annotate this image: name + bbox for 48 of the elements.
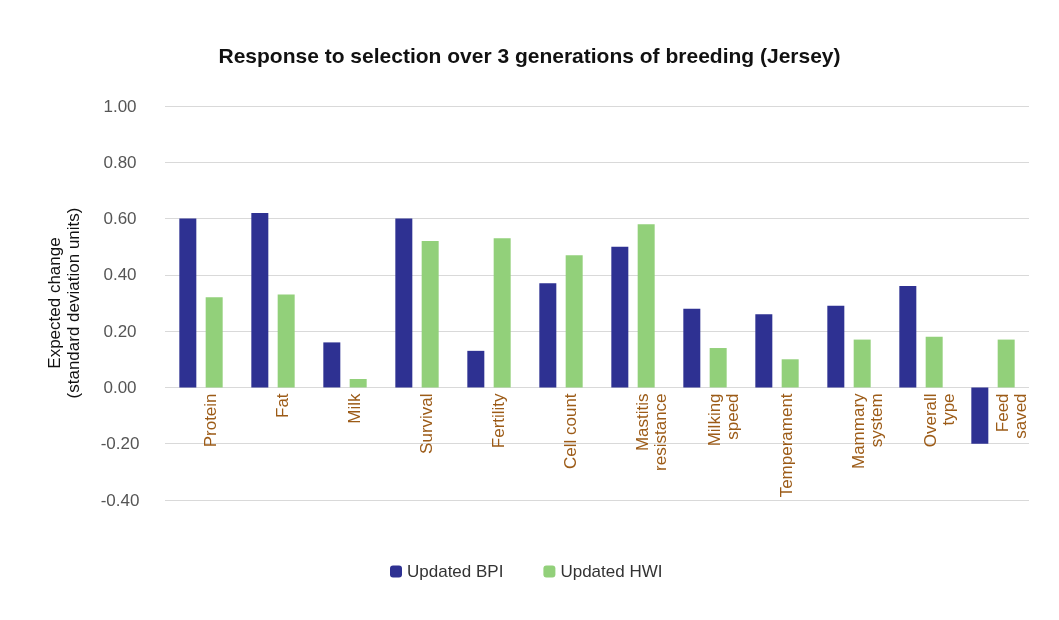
bar: [611, 246, 629, 388]
y-tick-label: -0.20: [100, 434, 140, 454]
bar: [277, 294, 295, 388]
bar: [709, 348, 727, 388]
y-tick-label: 0.60: [103, 209, 137, 229]
y-tick-label: -0.40: [100, 490, 140, 510]
bar: [395, 218, 413, 388]
bar: [899, 286, 917, 388]
x-tick-label: Cell count: [560, 393, 580, 470]
y-tick-label: 0.00: [103, 377, 137, 397]
bar: [565, 255, 583, 388]
bar: [179, 218, 197, 388]
x-tick-label: Mammary system: [848, 392, 886, 469]
bar: [205, 297, 223, 388]
bar: [251, 212, 269, 388]
y-tick-label: 0.40: [103, 265, 137, 285]
x-tick-label: Milk: [344, 392, 364, 424]
bar: [853, 339, 871, 388]
legend-label: Updated BPI: [407, 562, 504, 581]
x-tick-label: Survival: [416, 393, 436, 454]
x-tick-label: Temperament: [776, 393, 796, 498]
y-tick-label: 0.20: [103, 321, 137, 341]
bar: [781, 359, 799, 388]
bar: [971, 387, 989, 444]
y-tick-label: 0.80: [103, 152, 137, 172]
bar: [755, 314, 773, 388]
bar: [493, 238, 511, 388]
x-tick-label: Fertility: [488, 392, 508, 449]
bar: [683, 308, 701, 388]
bar: [421, 241, 439, 388]
bar: [349, 378, 367, 388]
bar: [925, 336, 943, 388]
bar: [467, 350, 485, 388]
x-tick-label: Fat: [272, 393, 292, 418]
legend-label: Updated HWI: [560, 562, 663, 581]
bar: [997, 339, 1015, 388]
bar: [539, 283, 557, 388]
x-tick-label: Milking speed: [704, 393, 742, 447]
bar: [323, 342, 341, 388]
x-tick-label: Protein: [200, 393, 220, 448]
x-tick-label: Overall type: [920, 393, 958, 448]
bar: [637, 224, 655, 388]
chart-title: Response to selection over 3 generations of breeding (Jersey): [218, 44, 841, 67]
x-tick-label: Feed saved: [992, 393, 1030, 439]
bar: [827, 305, 845, 388]
y-axis-title: Expected change (standard deviation units): [45, 207, 83, 399]
y-tick-label: 1.00: [103, 96, 137, 116]
x-tick-label: Mastitis resistance: [632, 393, 670, 471]
